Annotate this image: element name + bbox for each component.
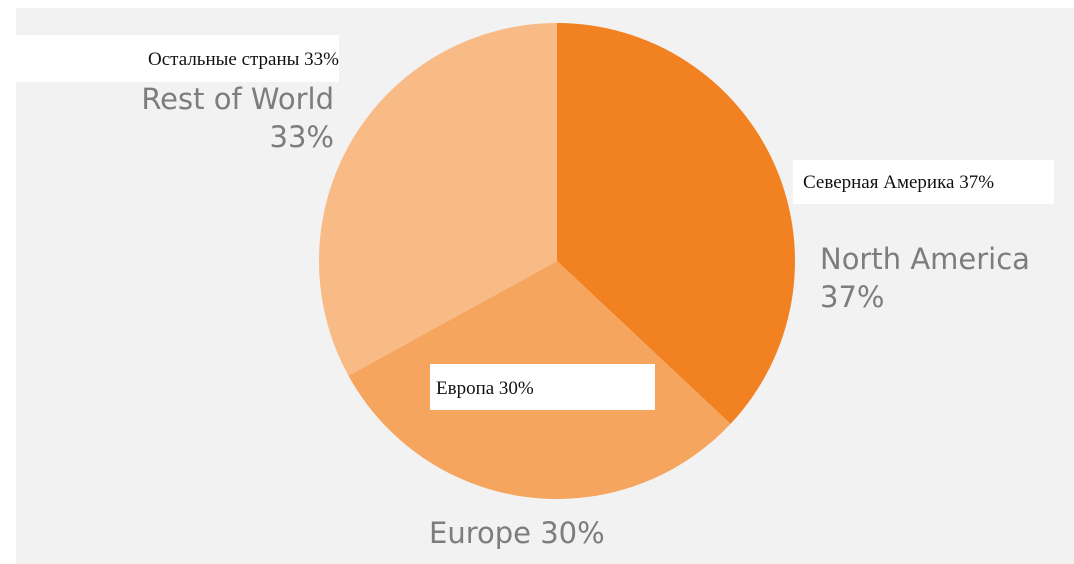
label-rest-of-world-line2: 33%	[269, 120, 334, 154]
label-europe: Europe 30%	[429, 514, 605, 552]
pie-slice-north-america	[557, 23, 795, 424]
label-north-america: North America 37%	[820, 240, 1030, 316]
label-rest-of-world: Rest of World 33%	[120, 80, 334, 156]
pie-slice-rest-of-world	[318, 23, 557, 376]
label-north-america-line2: 37%	[820, 280, 885, 314]
ru-label-north-america: Северная Америка 37%	[793, 160, 1054, 204]
label-north-america-line1: North America	[820, 242, 1030, 276]
ru-label-rest-of-world: Остальные страны 33%	[16, 35, 339, 82]
ru-label-europe: Европа 30%	[430, 364, 655, 410]
label-europe-line1: Europe 30%	[429, 516, 605, 550]
label-rest-of-world-line1: Rest of World	[141, 82, 334, 116]
